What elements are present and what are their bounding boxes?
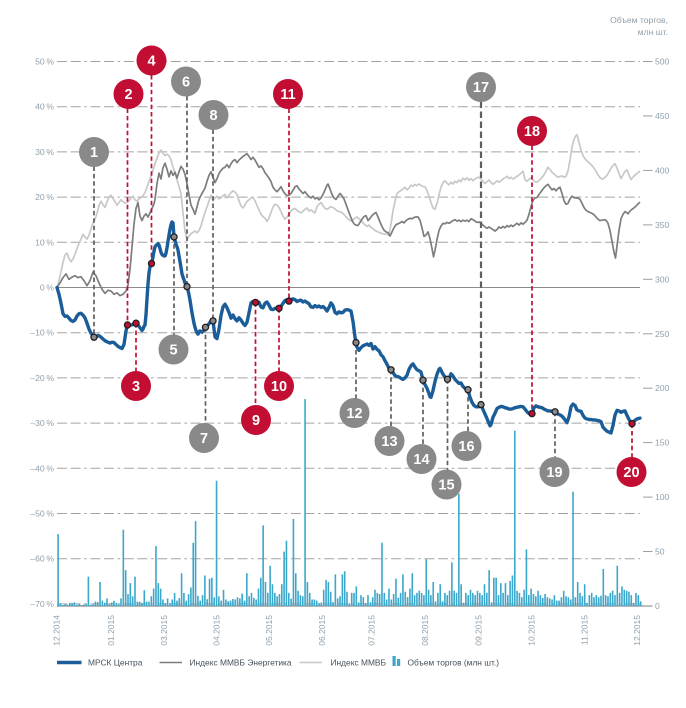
svg-text:млн шт.: млн шт.: [638, 27, 668, 37]
svg-text:Индекс ММВБ: Индекс ММВБ: [331, 658, 387, 668]
svg-text:9: 9: [252, 413, 260, 429]
svg-text:–10 %: –10 %: [30, 328, 54, 338]
svg-text:3: 3: [132, 379, 140, 395]
svg-text:7: 7: [200, 431, 208, 447]
svg-text:8: 8: [209, 108, 217, 124]
svg-text:20: 20: [623, 465, 639, 481]
svg-text:1: 1: [90, 145, 98, 161]
svg-text:150: 150: [655, 438, 670, 448]
svg-text:06.2015: 06.2015: [317, 615, 327, 646]
svg-text:13: 13: [381, 434, 397, 450]
svg-text:0: 0: [655, 601, 660, 611]
svg-text:100: 100: [655, 492, 670, 502]
svg-text:450: 450: [655, 111, 670, 121]
svg-text:50: 50: [655, 547, 665, 557]
svg-text:50 %: 50 %: [35, 57, 54, 67]
svg-text:08.2015: 08.2015: [420, 615, 430, 646]
svg-text:250: 250: [655, 329, 670, 339]
svg-text:12: 12: [346, 406, 362, 422]
svg-text:12.2014: 12.2014: [52, 615, 62, 646]
svg-text:400: 400: [655, 165, 670, 175]
svg-text:0 %: 0 %: [40, 283, 54, 293]
svg-text:11: 11: [280, 87, 295, 103]
svg-text:350: 350: [655, 220, 670, 230]
svg-text:МРСК Центра: МРСК Центра: [88, 658, 143, 668]
svg-text:05.2015: 05.2015: [264, 615, 274, 646]
svg-text:–70 %: –70 %: [30, 599, 54, 609]
svg-text:–40 %: –40 %: [30, 463, 54, 473]
svg-text:10: 10: [271, 379, 287, 395]
svg-text:Объем торгов (млн шт.): Объем торгов (млн шт.): [408, 658, 500, 668]
svg-text:200: 200: [655, 383, 670, 393]
svg-text:–30 %: –30 %: [30, 418, 54, 428]
svg-text:19: 19: [546, 465, 562, 481]
svg-text:40 %: 40 %: [35, 102, 54, 112]
svg-text:300: 300: [655, 274, 670, 284]
svg-text:14: 14: [413, 452, 429, 468]
svg-text:5: 5: [169, 343, 177, 359]
svg-text:Объем торгов,: Объем торгов,: [610, 15, 668, 25]
svg-text:10.2015: 10.2015: [527, 615, 537, 646]
svg-text:500: 500: [655, 57, 670, 67]
svg-text:09.2015: 09.2015: [474, 615, 484, 646]
svg-text:–60 %: –60 %: [30, 554, 54, 564]
svg-text:03.2015: 03.2015: [159, 615, 169, 646]
svg-text:12.2015: 12.2015: [632, 615, 642, 646]
svg-text:11.2015: 11.2015: [580, 615, 590, 645]
svg-text:20 %: 20 %: [35, 192, 54, 202]
svg-text:15: 15: [438, 478, 454, 494]
svg-text:30 %: 30 %: [35, 147, 54, 157]
svg-text:Индекс ММВБ Энергетика: Индекс ММВБ Энергетика: [190, 658, 292, 668]
svg-text:2: 2: [124, 87, 132, 103]
svg-text:16: 16: [458, 439, 474, 455]
svg-text:18: 18: [524, 124, 540, 140]
svg-text:04.2015: 04.2015: [212, 615, 222, 646]
svg-text:4: 4: [147, 54, 155, 70]
svg-text:01.2015: 01.2015: [106, 615, 116, 646]
svg-text:–20 %: –20 %: [30, 373, 54, 383]
svg-text:–50 %: –50 %: [30, 509, 54, 519]
svg-text:6: 6: [182, 75, 190, 91]
svg-text:17: 17: [473, 80, 489, 96]
svg-text:07.2015: 07.2015: [367, 615, 377, 646]
svg-text:10 %: 10 %: [35, 237, 54, 247]
